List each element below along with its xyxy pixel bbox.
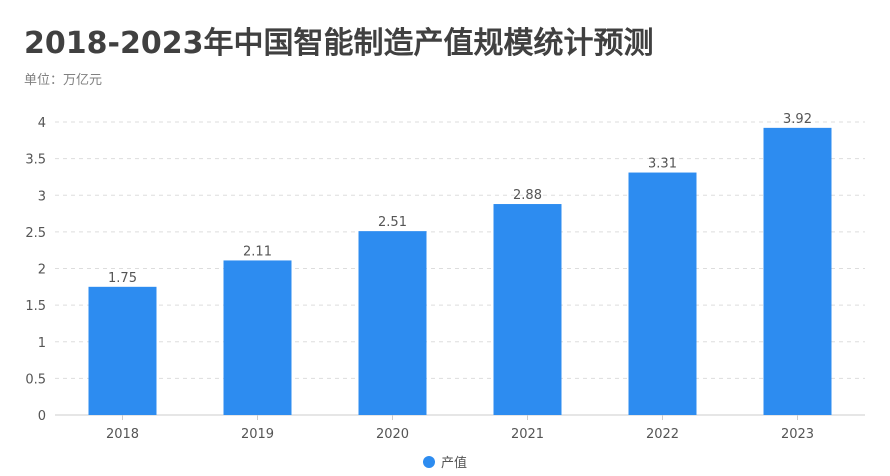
y-tick-label: 4 xyxy=(38,116,46,131)
data-label: 3.31 xyxy=(648,157,677,172)
chart-title: 2018-2023年中国智能制造产值规模统计预测 xyxy=(24,26,654,61)
x-tick-label: 2018 xyxy=(106,427,139,442)
bar xyxy=(358,231,427,415)
data-label: 1.75 xyxy=(108,271,137,286)
y-tick-label: 0.5 xyxy=(25,372,46,387)
y-tick-label: 0 xyxy=(38,409,46,424)
y-tick-label: 1.5 xyxy=(25,299,46,314)
x-tick-label: 2019 xyxy=(241,427,274,442)
legend[interactable]: 产值 xyxy=(0,452,890,471)
data-label: 3.92 xyxy=(783,112,812,127)
y-tick-label: 3.5 xyxy=(25,153,46,168)
y-tick-label: 2.5 xyxy=(25,226,46,241)
legend-label: 产值 xyxy=(440,456,467,471)
bar xyxy=(88,286,157,415)
y-tick-label: 1 xyxy=(38,336,46,351)
x-tick-label: 2022 xyxy=(646,427,679,442)
bar xyxy=(763,127,832,416)
x-tick-label: 2023 xyxy=(781,427,814,442)
legend-marker xyxy=(422,456,435,468)
bar xyxy=(493,204,562,415)
data-label: 2.51 xyxy=(378,215,407,230)
bar xyxy=(628,172,697,415)
x-tick-label: 2020 xyxy=(376,427,409,442)
y-tick-label: 3 xyxy=(38,189,46,204)
data-label: 2.11 xyxy=(243,244,272,259)
data-label: 2.88 xyxy=(513,188,542,203)
y-tick-label: 2 xyxy=(38,263,46,278)
chart-subtitle: 单位：万亿元 xyxy=(24,73,103,88)
bar xyxy=(223,260,292,415)
x-tick-label: 2021 xyxy=(511,427,544,442)
